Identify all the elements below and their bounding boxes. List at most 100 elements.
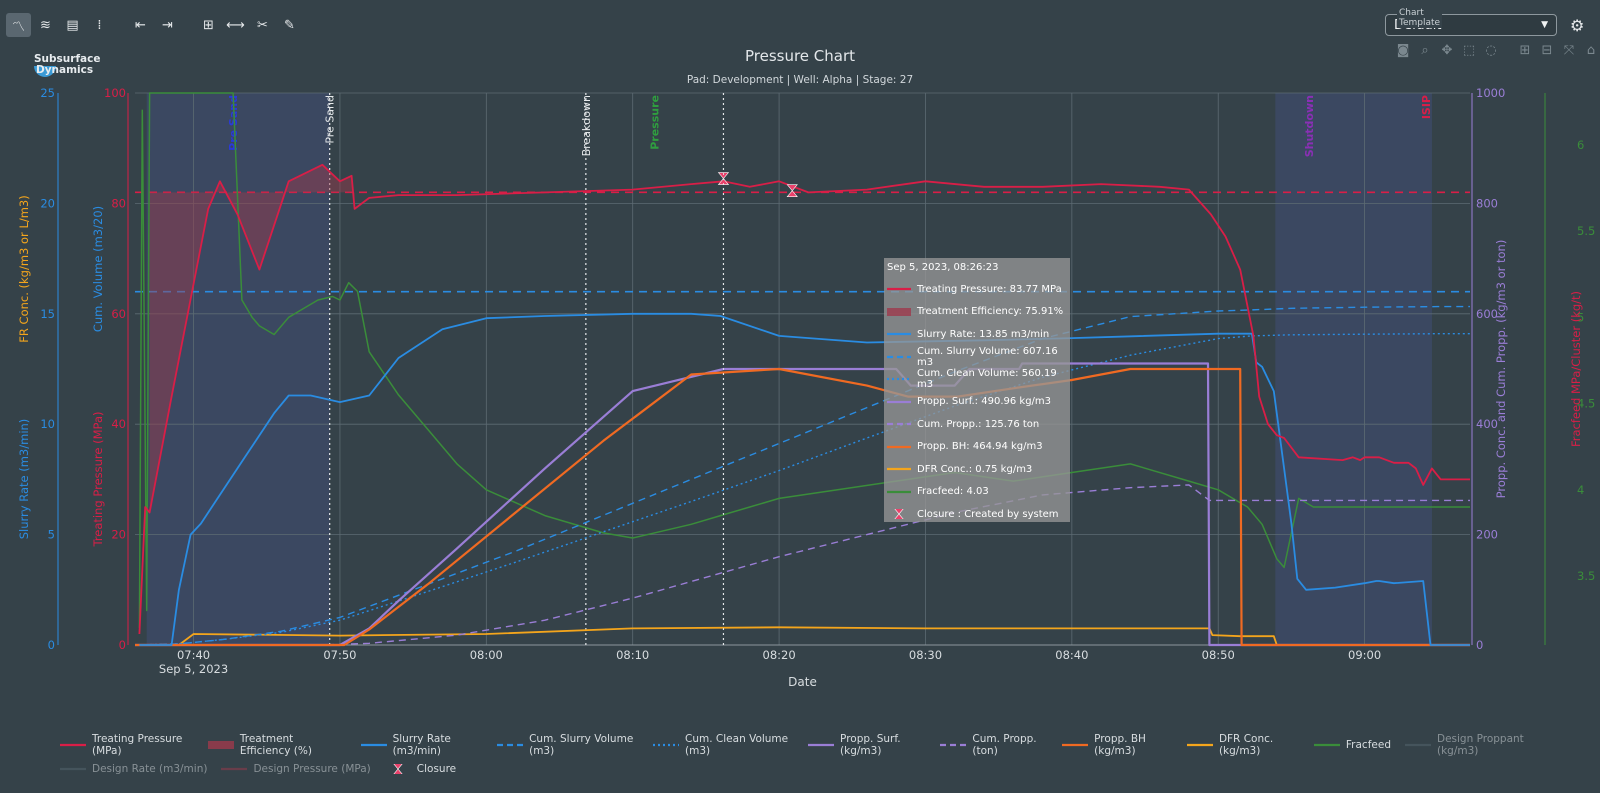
tooltip-text: Fracfeed: 4.03	[917, 486, 989, 498]
tooltip-text: Treatment Efficiency: 75.91%	[917, 306, 1064, 318]
series-line-rate	[139, 312, 1470, 646]
legend-item-rate[interactable]: Slurry Rate (m3/min)	[360, 733, 484, 757]
hover-tooltip: Sep 5, 2023, 08:26:23 Treating Pressure:…	[884, 258, 1070, 522]
fr-axis-title: FR Conc. (kg/m3 or L/m3)	[17, 195, 31, 342]
legend-item-design[interactable]: Design Proppant (kg/m3)	[1405, 733, 1546, 757]
lasso-icon[interactable]: ◌	[1485, 43, 1497, 58]
align-end-icon[interactable]: ⇥	[162, 17, 173, 33]
legend-swatch	[1313, 740, 1340, 750]
series-line-cumClean	[134, 333, 1470, 646]
tooltip-row-pressure: Treating Pressure: 83.77 MPa	[887, 278, 1067, 301]
legend-item-closure[interactable]: Closure	[385, 763, 456, 775]
propp-tick-label: 600	[1476, 307, 1498, 321]
legend-swatch	[221, 764, 248, 774]
add-comment-icon[interactable]: ⊞	[203, 17, 214, 33]
gear-icon[interactable]: ⚙	[1570, 16, 1585, 35]
zoom-icon[interactable]: ⌕	[1421, 43, 1429, 58]
legend-swatch	[60, 740, 86, 750]
fracfeed-tick-label: 4.5	[1577, 397, 1595, 411]
reset-icon[interactable]: ⌂	[1586, 43, 1596, 58]
logo-wave-icon	[34, 66, 56, 77]
tooltip-row-cumClean: Cum. Clean Volume: 560.19 m3	[887, 368, 1067, 391]
tooltip-text: Closure : Created by system	[917, 508, 1059, 520]
tooltip-text: Cum. Slurry Volume: 607.16 m3	[917, 345, 1058, 368]
zoom-out-icon[interactable]: ⊟	[1541, 43, 1553, 58]
legend-row: Design Rate (m3/min) Design Pressure (MPa…	[60, 757, 1560, 781]
legend-item-efficiency[interactable]: Design Pressure (MPa)	[221, 763, 371, 775]
x-axis-title: Date	[788, 675, 817, 689]
legend-swatch	[940, 740, 967, 750]
tooltip-date: Sep 5, 2023, 08:26:23	[887, 262, 999, 273]
tooltip-swatch	[887, 443, 911, 451]
scissors-icon[interactable]: ✂	[257, 17, 268, 33]
x-tick-label: 08:10	[616, 648, 649, 662]
legend-item-fracfeed[interactable]: Fracfeed	[1313, 739, 1391, 751]
tooltip-text: Propp. Surf.: 490.96 kg/m3	[917, 396, 1052, 408]
tooltip-row-cumPropp: Cum. Propp.: 125.76 ton	[887, 413, 1067, 436]
tooltip-text: Cum. Clean Volume: 560.19 m3	[917, 368, 1057, 391]
series-line-proppSurf	[135, 362, 1470, 647]
pan-icon[interactable]: ✥	[1441, 43, 1453, 58]
zoom-in-icon[interactable]: ⊞	[1519, 43, 1531, 58]
pressure-tick-label: 20	[111, 528, 126, 542]
measure-icon[interactable]: ⟷	[226, 17, 245, 33]
legend-swatch	[653, 740, 680, 750]
tooltip-swatch	[887, 307, 911, 316]
legend-swatch	[808, 740, 835, 750]
fracfeed-tick-label: 5.5	[1577, 224, 1595, 238]
legend-item-pressure[interactable]: Treating Pressure (MPa)	[60, 733, 194, 757]
legend-label: Fracfeed	[1345, 739, 1391, 751]
autoscale-icon[interactable]: ⤧	[1563, 43, 1575, 58]
layers-icon[interactable]: ≋	[40, 17, 51, 33]
x-tick-label: 07:40	[177, 648, 210, 662]
pressure-tick-label: 80	[111, 196, 126, 210]
legend-item-proppBH[interactable]: Propp. BH (kg/m3)	[1062, 733, 1173, 757]
legend-item-dfr[interactable]: DFR Conc. (kg/m3)	[1186, 733, 1300, 757]
rate-tick-label: 10	[40, 417, 55, 431]
cumvol-axis-title: Cum. Volume (m3/20)	[91, 206, 105, 332]
legend-swatch	[1405, 740, 1431, 750]
tooltip-swatch	[887, 330, 911, 338]
tooltip-row-fracfeed: Fracfeed: 4.03	[887, 481, 1067, 504]
shutdown-region	[1275, 93, 1432, 645]
chart-title: Pressure Chart	[744, 47, 856, 65]
legend-item-cumSlurry[interactable]: Cum. Slurry Volume (m3)	[497, 733, 639, 757]
pressure-tick-label: 40	[111, 417, 126, 431]
x-tick-label: 09:00	[1348, 648, 1381, 662]
stage-marker-label: Pressure	[649, 95, 662, 150]
legend-swatch	[385, 764, 411, 774]
box-select-icon[interactable]: ⬚	[1462, 43, 1476, 58]
tooltip-swatch	[887, 375, 911, 383]
comment-icon[interactable]: ▤	[66, 17, 79, 33]
legend-item-proppSurf[interactable]: Propp. Surf. (kg/m3)	[808, 733, 926, 757]
x-date-label: Sep 5, 2023	[159, 662, 228, 676]
pencil-icon[interactable]: ✎	[284, 17, 295, 33]
legend-label: Cum. Clean Volume (m3)	[685, 733, 789, 757]
rate-tick-label: 15	[40, 307, 55, 321]
chart-mode-icon[interactable]: 〽	[6, 13, 31, 37]
legend-swatch	[60, 764, 86, 774]
stage-marker-label: ISIP	[1420, 95, 1433, 119]
legend-label: DFR Conc. (kg/m3)	[1218, 733, 1274, 757]
legend-item-cumClean[interactable]: Cum. Clean Volume (m3)	[653, 733, 794, 757]
tooltip-row-proppBH: Propp. BH: 464.94 kg/m3	[887, 436, 1067, 459]
legend-label: Design Rate (m3/min)	[92, 763, 208, 775]
tooltip-text: Slurry Rate: 13.85 m3/min	[917, 328, 1050, 340]
legend-swatch	[1186, 740, 1213, 750]
legend-item-design[interactable]: Design Rate (m3/min)	[60, 763, 207, 775]
legend-swatch	[207, 740, 234, 750]
closure-marker	[786, 184, 798, 198]
legend-item-cumPropp[interactable]: Cum. Propp. (ton)	[940, 733, 1048, 757]
tooltip-row-cumSlurry: Cum. Slurry Volume: 607.16 m3	[887, 346, 1067, 369]
legend-item-efficiency[interactable]: Treatment Efficiency (%)	[207, 733, 347, 757]
tooltip-row-proppSurf: Propp. Surf.: 490.96 kg/m3	[887, 391, 1067, 414]
company-logo: Subsurface Dynamics	[34, 54, 100, 77]
rate-tick-label: 5	[48, 528, 55, 542]
stage-marker-label: Breakdown	[580, 95, 593, 156]
tooltip-swatch	[887, 488, 911, 496]
camera-icon[interactable]: ◙	[1396, 43, 1410, 58]
vertical-dots-icon[interactable]: ⁞	[97, 17, 102, 33]
series-line-fracfeed	[138, 92, 1470, 628]
align-start-icon[interactable]: ⇤	[135, 17, 146, 33]
